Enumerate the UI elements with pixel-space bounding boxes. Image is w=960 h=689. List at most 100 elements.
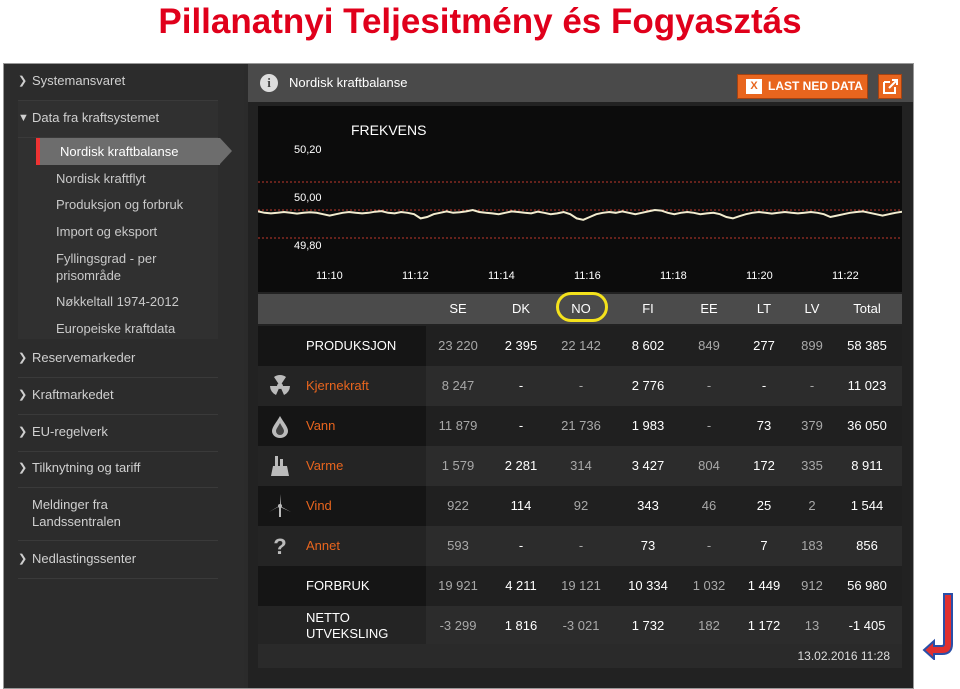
sidebar-subitem-1[interactable]: Nordisk kraftflyt [56,171,146,186]
y-tick-label: 49,80 [294,240,322,252]
no-column-highlight-ring [556,292,608,322]
sidebar-subitem-2[interactable]: Produksjon og forbruk [56,197,184,212]
app-frame: ❯ Systemansvaret ▼ Data fra kraftsystemet ❯ R… [3,63,914,689]
table-cell: - [518,378,524,393]
column-header-ee[interactable]: EE [700,301,718,316]
factory-icon [271,456,289,476]
sidebar-item-2[interactable]: ❯ Reservemarkeder [18,349,218,378]
sidebar-subitem-5[interactable]: Nøkkeltall 1974-2012 [56,294,179,309]
x-tick-label: 11:10 [316,270,343,282]
table-cell: 183 [801,538,823,553]
table-cell: 8 911 [851,458,883,473]
sidebar-item-5[interactable]: ❯ Tilknytning og tariff [18,459,218,488]
sidebar-item-3[interactable]: ❯ Kraftmarkedet [18,386,218,415]
table-cell: 1 732 [631,618,665,633]
x-tick-label: 11:22 [832,270,859,282]
table-cell: 23 220 [438,338,478,353]
chevron-right-icon: ❯ [18,553,28,565]
external-link-button[interactable] [878,74,902,99]
sidebar-item-6[interactable]: Meldinger fra Landssentralen [18,496,218,541]
row-label: NETTO UTVEKSLING [306,610,389,641]
table-cell: - [578,378,584,393]
sidebar-subitem-6[interactable]: Europeiske kraftdata [56,321,176,336]
download-data-button[interactable]: X LAST NED DATA [737,74,868,99]
table-cell: - [809,378,815,393]
table-cell: 1 172 [747,618,781,633]
sidebar-item-0[interactable]: ❯ Systemansvaret [18,72,218,101]
row-label: Vind [306,498,332,513]
sidebar-item-label: Meldinger fra Landssentralen [32,497,121,529]
chevron-right-icon: ❯ [18,389,28,401]
column-header-dk[interactable]: DK [511,301,531,316]
table-row: Kjernekraft 8 247 - - 2 776 - - - 11 023 [258,366,902,406]
sidebar-subitem-0[interactable]: Nordisk kraftbalanse [36,138,232,165]
column-header-fi[interactable]: FI [642,301,654,316]
sidebar-item-label: Data fra kraftsystemet [32,110,160,125]
panel-header: i Nordisk kraftbalanse X LAST NED DATA [248,64,913,102]
info-icon[interactable]: i [260,74,278,92]
table-cell: 1 032 [692,578,726,593]
table-cell: 36 050 [847,418,887,433]
row-label-cell: FORBRUK [258,566,426,606]
chevron-right-icon: ❯ [18,352,28,364]
column-header-total[interactable]: Total [853,301,881,316]
table-cell: 922 [447,498,469,513]
sidebar-item-7[interactable]: ❯ Nedlastingssenter [18,550,218,579]
table-cell: - [578,538,584,553]
sidebar-item-label: Reservemarkeder [32,350,136,365]
table-cell: 1 816 [504,618,538,633]
table-cell: 73 [640,538,656,553]
row-label: FORBRUK [306,578,370,593]
page-title: Pillanatnyi Teljesitmény és Fogyasztás [158,2,802,41]
return-arrow-icon[interactable] [922,592,956,660]
column-header-se[interactable]: SE [449,301,467,316]
column-header-lt[interactable]: LT [756,301,772,316]
sidebar-item-label: Tilknytning og tariff [32,460,141,475]
table-cell: 379 [801,418,823,433]
question-icon: ? [273,534,286,558]
table-cell: 73 [756,418,772,433]
table-cell: 856 [856,538,878,553]
table-cell: 314 [570,458,592,473]
sidebar-item-4[interactable]: ❯ EU-regelverk [18,423,218,452]
x-tick-label: 11:14 [488,270,515,282]
table-cell: 2 [808,498,816,513]
table-row: ? Annet 593 - - 73 - 7 183 856 [258,526,902,566]
sidebar-item-1[interactable]: ▼ Data fra kraftsystemet [18,109,218,138]
x-tick-label: 11:12 [402,270,429,282]
wind-turbine-icon [269,494,291,517]
column-header-lv[interactable]: LV [804,301,820,316]
sidebar: ❯ Systemansvaret ▼ Data fra kraftsystemet ❯ R… [4,64,244,688]
row-label: Varme [306,458,344,473]
table-cell: 335 [801,458,823,473]
table-cell: 3 427 [631,458,665,473]
table-cell: - [761,378,767,393]
column-header-no[interactable]: NO [571,301,591,316]
table-cell: 58 385 [847,338,887,353]
table-cell: 277 [753,338,775,353]
table-cell: -3 021 [562,618,600,633]
sidebar-item-label: Nedlastingssenter [32,551,137,566]
table-cell: 1 579 [441,458,475,473]
row-label-cell: Vann [258,406,426,446]
frequency-chart-svg [258,181,902,239]
table-cell: 10 334 [628,578,668,593]
sidebar-subitem-4[interactable]: Fyllingsgrad - per prisområde [56,251,157,283]
row-label: Annet [306,538,340,553]
x-tick-label: 11:20 [746,270,773,282]
table-row: Vann 11 879 - 21 736 1 983 - 73 379 36 050 [258,406,902,446]
table-cell: -3 299 [439,618,477,633]
sidebar-item-label: Systemansvaret [32,73,126,88]
water-drop-icon [272,416,288,438]
table-cell: 2 776 [631,378,665,393]
panel-footer: 13.02.2016 11:28 [258,644,902,668]
row-label-cell: Varme [258,446,426,486]
table-cell: 19 921 [438,578,478,593]
row-label-cell: ? Annet [258,526,426,566]
sidebar-subitem-3[interactable]: Import og eksport [56,224,158,239]
row-label-cell: Kjernekraft [258,366,426,406]
table-cell: 8 247 [441,378,475,393]
table-cell: 8 602 [631,338,665,353]
table-cell: 92 [573,498,589,513]
table-cell: 899 [801,338,823,353]
